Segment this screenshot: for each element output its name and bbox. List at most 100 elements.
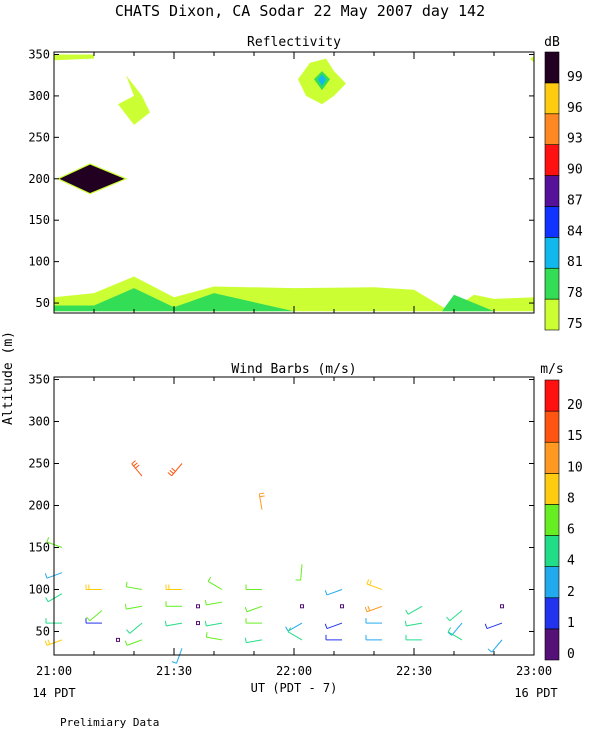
wind-panel: Wind Barbs (m/s) 5010015020025030035021:… <box>28 362 582 678</box>
y-tick-label: 100 <box>28 582 50 596</box>
wind-barb <box>207 576 223 590</box>
colorbar-swatch <box>544 597 560 630</box>
wind-barb <box>244 637 263 644</box>
wind-barb-feather <box>47 639 51 645</box>
colorbar-swatch <box>544 535 560 567</box>
wind-barb <box>487 639 503 653</box>
wind-barb-shaft <box>451 622 463 636</box>
plot-frame-0 <box>53 51 535 314</box>
y-tick-label: 200 <box>28 499 50 513</box>
wind-barb-feather <box>207 576 212 582</box>
wind-barb-shaft <box>326 589 343 596</box>
colorbar-label: 20 <box>567 398 583 413</box>
colorbar-label: 2 <box>567 585 575 600</box>
wind-barb-feather <box>366 579 370 585</box>
wind-barb-shaft <box>486 622 503 630</box>
y-axis-label: Altitude (m) <box>1 331 16 425</box>
wind-barb-feather <box>487 648 493 653</box>
wind-barb-shaft <box>176 648 183 664</box>
wind-barb <box>324 622 343 630</box>
figure-title: CHATS Dixon, CA Sodar 22 May 2007 day 14… <box>115 2 485 20</box>
wind-barb <box>324 589 343 596</box>
colorbar-label: 78 <box>567 286 583 301</box>
left-time-note: 14 PDT <box>32 686 75 700</box>
y-tick-label: 50 <box>36 296 50 310</box>
colorbar-label: 10 <box>567 460 583 475</box>
colorbar-swatch <box>544 144 560 176</box>
colorbar-swatch <box>544 51 560 84</box>
colorbar-swatch <box>544 441 560 474</box>
colorbar-label: 6 <box>567 523 575 538</box>
colorbar-swatch <box>544 113 560 145</box>
wind-barb <box>244 605 263 613</box>
wind-barb-shaft <box>246 605 263 613</box>
reflectivity-region-78 <box>54 288 294 312</box>
wind-barb-shaft <box>89 610 103 622</box>
wind-barb-feather <box>171 661 177 664</box>
wind-barb <box>204 620 223 627</box>
colorbar-label: 84 <box>567 224 583 239</box>
wind-barb <box>85 618 102 624</box>
reflectivity-region-81 <box>318 74 326 86</box>
colorbar-label: 96 <box>567 101 583 116</box>
wind-barb <box>245 584 262 590</box>
y-tick-label: 300 <box>28 415 50 429</box>
reflectivity-colorbar: 75 78 81 84 87 90 93 96 99 <box>544 51 583 332</box>
y-tick-label: 100 <box>28 255 50 269</box>
wind-barb-feather <box>405 609 409 615</box>
wind-barb <box>125 581 143 590</box>
right-time-note: 16 PDT <box>514 686 557 700</box>
wind-barb <box>405 605 423 615</box>
wind-barb-calm <box>116 637 120 642</box>
wind-title: Wind Barbs (m/s) <box>231 362 356 377</box>
wind-barb <box>86 610 103 622</box>
wind-barb-shaft <box>246 639 263 644</box>
wind-barb-feather <box>205 632 208 638</box>
x-tick-label: 23:00 <box>516 664 552 678</box>
y-tick-label: 50 <box>36 624 50 638</box>
plot-frame-1 <box>53 376 535 656</box>
colorbar-swatch <box>544 175 560 207</box>
wind-barb <box>245 618 262 624</box>
reflectivity-region-75 <box>54 276 534 312</box>
x-tick-label: 21:00 <box>36 664 72 678</box>
x-tick-label: 21:30 <box>156 664 192 678</box>
wind-barb-shaft <box>206 622 223 627</box>
preliminary-note: Prelimiary Data <box>60 716 159 729</box>
reflectivity-region-99 <box>56 163 128 195</box>
wind-barb-feather <box>46 537 50 543</box>
colorbar-swatch <box>544 379 560 412</box>
wind-barb-shaft <box>131 463 143 477</box>
wind-barb <box>124 639 143 646</box>
wind-axes: 50 100 150 200 250 300 350 21:00 21:30 22:00 22:30… <box>28 373 552 678</box>
colorbar-swatch <box>544 410 560 443</box>
wind-barb <box>364 605 383 613</box>
wind-barb-feather <box>204 599 207 605</box>
wind-barb-feather <box>484 623 488 629</box>
wind-barb-feather <box>404 620 407 626</box>
wind-barb-shaft <box>449 610 463 622</box>
colorbar-swatch <box>544 473 560 505</box>
wind-barb-feather <box>171 467 176 472</box>
reflectivity-colorbar-unit: dB <box>544 35 560 50</box>
wind-barb-feather <box>367 605 371 611</box>
wind-barb-feather <box>44 573 48 579</box>
wind-barb-shaft <box>126 639 143 646</box>
wind-barb <box>167 463 183 477</box>
y-tick-label: 250 <box>28 457 50 471</box>
y-tick-label: 250 <box>28 130 50 144</box>
wind-barb-shaft <box>206 601 223 606</box>
wind-barb-feather <box>125 581 128 587</box>
y-tick-label: 150 <box>28 213 50 227</box>
x-tick-label: 22:30 <box>396 664 432 678</box>
colorbar-label: 1 <box>567 616 575 631</box>
y-tick-label: 150 <box>28 540 50 554</box>
wind-barb <box>446 610 463 622</box>
colorbar-label: 8 <box>567 491 575 506</box>
colorbar-swatch <box>544 237 560 269</box>
wind-barb <box>124 604 143 610</box>
colorbar-swatch <box>544 628 560 661</box>
wind-barb-shaft <box>326 622 343 630</box>
wind-barb-calm <box>300 604 304 609</box>
